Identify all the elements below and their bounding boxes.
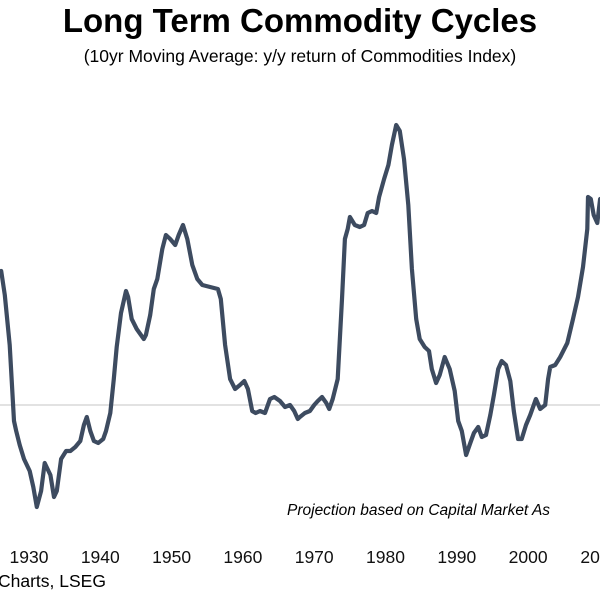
x-tick-label: 1930 <box>10 547 49 567</box>
chart-title: Long Term Commodity Cycles <box>62 2 538 39</box>
x-tick-label: 1970 <box>295 547 334 567</box>
source-note: Charts, LSEG <box>0 571 106 591</box>
x-tick-label: 1940 <box>81 547 120 567</box>
x-tick-label: 1980 <box>366 547 405 567</box>
projection-annotation: Projection based on Capital Market As <box>287 502 551 519</box>
x-tick-label: 2000 <box>509 547 548 567</box>
series-line <box>0 122 600 510</box>
x-tick-label: 20 <box>580 547 600 567</box>
x-tick-label: 1990 <box>437 547 476 567</box>
x-axis-ticks: 1930 1940 1950 1960 1970 1980 1990 2000 20 <box>10 547 600 567</box>
x-tick-label: 1950 <box>152 547 191 567</box>
x-tick-label: 1960 <box>223 547 262 567</box>
chart-subtitle: (10yr Moving Average: y/y return of Comm… <box>83 46 517 66</box>
